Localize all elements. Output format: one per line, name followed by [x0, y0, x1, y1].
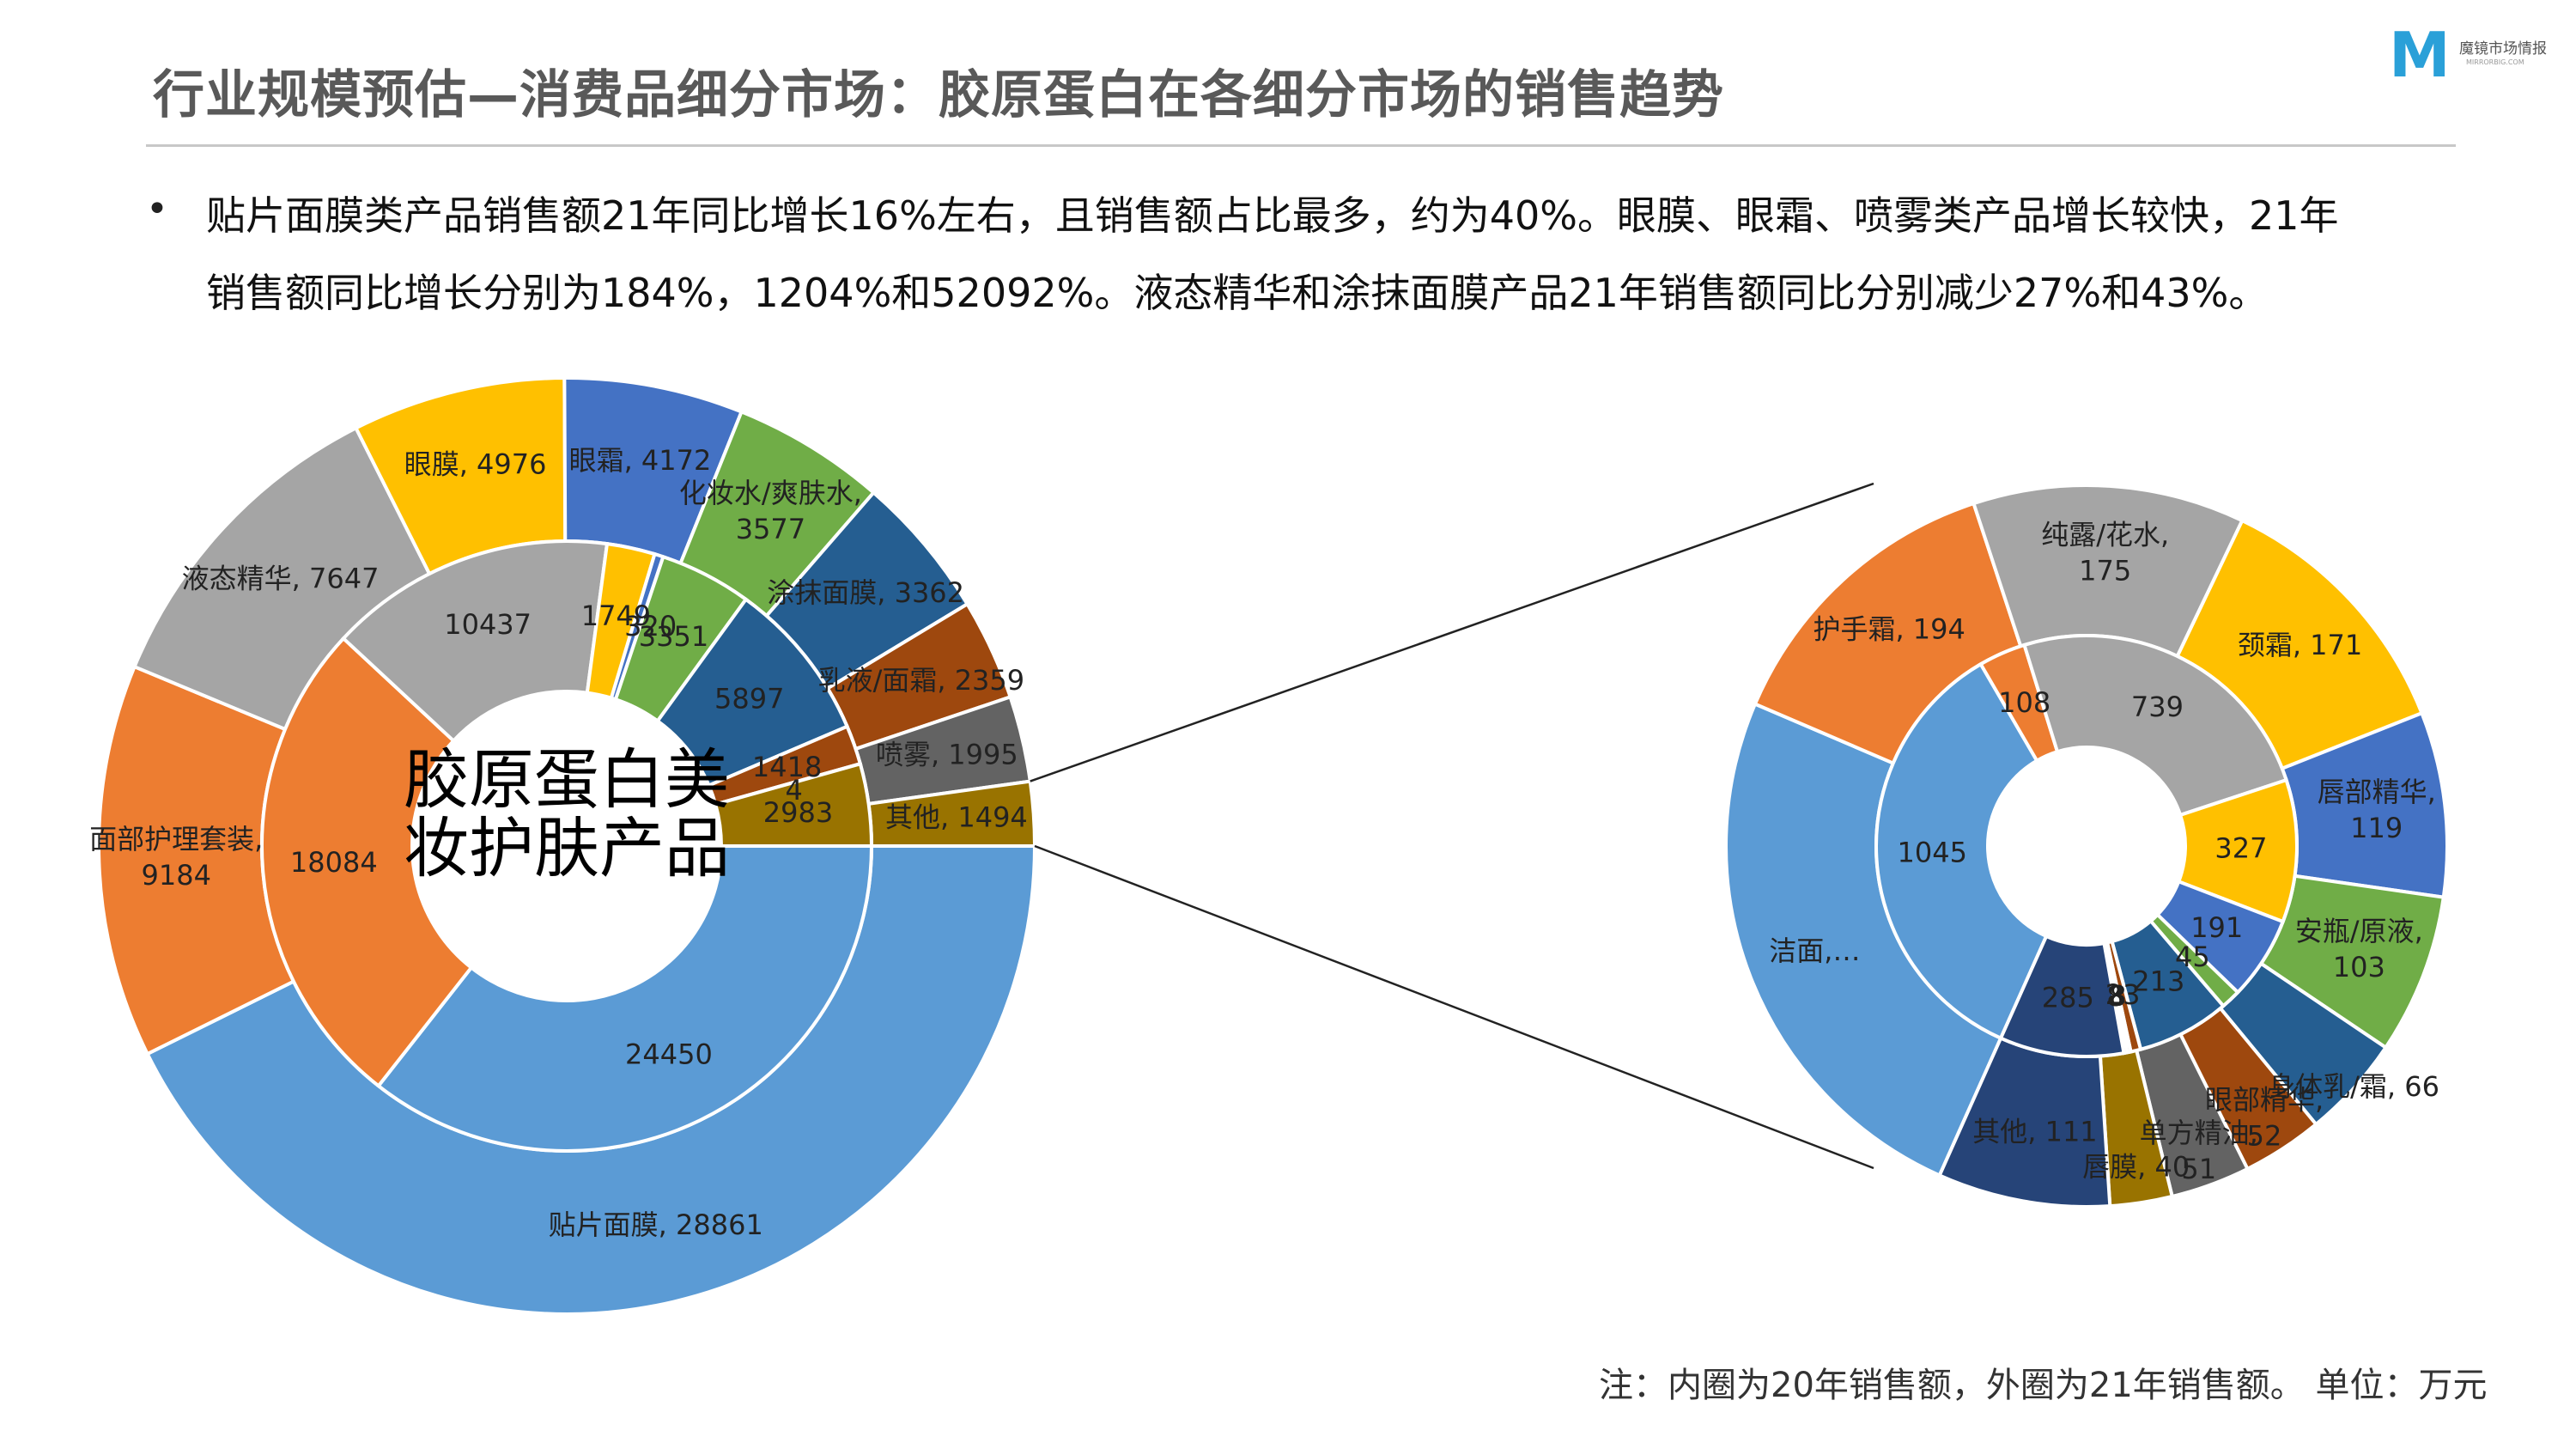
other-category-double-donut-chart: 洁面,… 护手霜, 194 纯露/花水, 175 颈霜, 171 唇部精华, 119 安瓶/原… [1724, 484, 2449, 1209]
outer-label-1-0: 面部护理套装, [89, 823, 263, 855]
outer2-label-5-0: 安瓶/原液, [2295, 915, 2423, 947]
bullet-marker: • [146, 187, 168, 231]
brand-logo: M 魔镜市场情报 MIRRORBIG.COM [2389, 19, 2561, 91]
inner-slice-0 [375, 844, 874, 1153]
inner2-label-10: 285 [2042, 982, 2094, 1014]
inner-label-9: 2983 [763, 796, 833, 829]
inner-label-1: 18084 [290, 846, 378, 879]
inner2-label-2: 739 [2131, 691, 2184, 723]
outer-label-0: 贴片面膜, 28861 [549, 1209, 763, 1241]
summary-line-1: 贴片面膜类产品销售额21年同比增长16%左右，且销售额占比最多，约为40%。眼膜… [206, 192, 2339, 239]
inner-slice-9 [713, 761, 874, 848]
summary-text: 贴片面膜类产品销售额21年同比增长16%左右，且销售额占比最多，约为40%。眼膜… [206, 177, 2524, 332]
inner2-slice-2 [2022, 634, 2289, 818]
connector-lines [1030, 482, 1874, 1170]
outer2-label-4-1: 119 [2350, 812, 2403, 844]
connector-line-top [1030, 482, 1874, 782]
inner-label-7: 1418 [752, 751, 822, 783]
inner2-label-9: 8 [2106, 980, 2123, 1013]
donut-center-label-1: 胶原蛋白美 [404, 741, 730, 818]
outer-label-4: 眼霜, 4172 [569, 444, 712, 477]
inner-label-3: 1749 [581, 600, 651, 632]
main-double-donut-chart: 贴片面膜, 28861 面部护理套装, 9184 液态精华, 7647 眼膜, 4976… [89, 375, 1037, 1316]
outer-label-3: 眼膜, 4976 [404, 448, 547, 481]
outer-label-1-1: 9184 [142, 859, 211, 892]
inner-label-2: 10437 [444, 608, 532, 641]
inner-label-8: 4 [785, 774, 802, 807]
inner-slice-2 [341, 539, 610, 744]
logo-text: 魔镜市场情报 [2459, 40, 2547, 58]
inner-slice-1 [260, 636, 474, 1089]
outer-label-9: 其他, 1494 [885, 801, 1028, 833]
outer2-label-6: 身体乳/霜, 66 [2268, 1070, 2439, 1103]
outer-label-2: 液态精华, 7647 [182, 562, 380, 594]
logo-mark: M [2389, 19, 2451, 91]
inner2-label-5: 45 [2175, 941, 2210, 973]
donut-center-label-2: 妆护肤产品 [404, 810, 730, 886]
outer2-label-7-1: 52 [2247, 1120, 2282, 1153]
inner2-slice-10 [1998, 934, 2126, 1058]
outer2-label-10: 其他, 111 [1972, 1116, 2097, 1148]
summary-line-2: 销售额同比增长分别为184%，1204%和52092%。液态精华和涂抹面膜产品2… [206, 270, 2269, 316]
outer2-label-7-0: 眼部精华, [2205, 1084, 2324, 1117]
outer2-label-3: 颈霜, 171 [2238, 629, 2362, 661]
inner2-label-3: 327 [2215, 831, 2267, 864]
outer2-label-0: 洁面,… [1769, 935, 1860, 967]
inner2-label-4: 191 [2190, 911, 2243, 944]
outer2-label-4-0: 唇部精华, [2318, 776, 2436, 808]
inner2-label-1: 108 [1998, 686, 2050, 719]
outer-label-6: 涂抹面膜, 3362 [767, 576, 964, 609]
inner2-label-7: 23 [2105, 978, 2141, 1011]
outer2-label-2-1: 175 [2079, 555, 2131, 588]
footnote: 注：内圈为20年销售额，外圈为21年销售额。 单位：万元 [1599, 1366, 2488, 1405]
outer2-label-8-1: 51 [2181, 1153, 2216, 1185]
outer2-label-9: 唇膜, 40 [2082, 1151, 2190, 1184]
inner-label-0: 24450 [625, 1038, 713, 1071]
outer-label-8: 喷雾, 1995 [876, 739, 1018, 771]
inner2-label-0: 1045 [1898, 837, 1967, 869]
inner-label-5: 3351 [639, 620, 708, 653]
inner-label-6: 5897 [714, 683, 784, 715]
inner2-label-8: 8 [2109, 979, 2126, 1012]
outer2-label-2-0: 纯露/花水, [2041, 519, 2169, 551]
outer-label-5-0: 化妆水/爽肤水, [679, 477, 862, 509]
inner-label-4: 320 [624, 610, 677, 642]
outer-label-5-1: 3577 [736, 513, 805, 545]
outer2-label-8-0: 单方精油, [2140, 1117, 2258, 1149]
inner2-label-6: 213 [2132, 965, 2184, 997]
title-divider [146, 144, 2456, 147]
logo-subtext: MIRRORBIG.COM [2466, 58, 2524, 66]
connector-line-bottom [1034, 844, 1874, 1170]
inner2-slice-0 [1874, 661, 2049, 1041]
page-title: 行业规模预估—消费品细分市场：胶原蛋白在各细分市场的销售趋势 [153, 65, 1724, 125]
outer-label-7: 乳液/面霜, 2359 [818, 664, 1025, 697]
outer2-label-1: 护手霜, 194 [1813, 612, 1965, 645]
outer2-label-5-1: 103 [2333, 951, 2385, 983]
